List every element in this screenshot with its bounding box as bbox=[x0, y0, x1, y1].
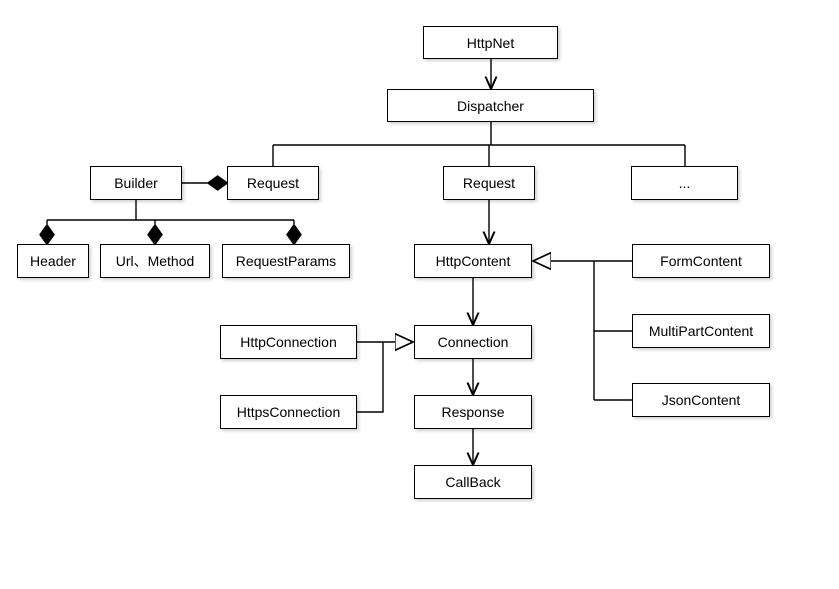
node-label: Request bbox=[247, 175, 299, 191]
node-httpconnection: HttpConnection bbox=[220, 325, 357, 359]
node-label: CallBack bbox=[445, 474, 500, 490]
node-label: FormContent bbox=[660, 253, 742, 269]
node-label: HttpNet bbox=[467, 35, 514, 51]
node-label: JsonContent bbox=[662, 392, 741, 408]
node-formcontent: FormContent bbox=[632, 244, 770, 278]
node-label: Request bbox=[463, 175, 515, 191]
node-label: Response bbox=[441, 404, 504, 420]
node-connection: Connection bbox=[414, 325, 532, 359]
node-label: HttpContent bbox=[436, 253, 511, 269]
node-dispatcher: Dispatcher bbox=[387, 89, 594, 122]
node-label: Url、Method bbox=[116, 251, 195, 271]
node-label: HttpConnection bbox=[240, 334, 337, 350]
node-requestparams: RequestParams bbox=[222, 244, 350, 278]
node-request-1: Request bbox=[227, 166, 319, 200]
node-response: Response bbox=[414, 395, 532, 429]
node-builder: Builder bbox=[90, 166, 182, 200]
node-label: MultiPartContent bbox=[649, 323, 753, 339]
node-label: Header bbox=[30, 253, 76, 269]
node-label: ... bbox=[679, 175, 691, 191]
node-httpnet: HttpNet bbox=[423, 26, 558, 59]
node-label: HttpsConnection bbox=[237, 404, 341, 420]
node-label: Builder bbox=[114, 175, 158, 191]
edge-httpsconnection-connection bbox=[357, 342, 383, 412]
node-request-2: Request bbox=[443, 166, 535, 200]
node-label: Dispatcher bbox=[457, 98, 524, 114]
node-httpcontent: HttpContent bbox=[414, 244, 532, 278]
node-label: RequestParams bbox=[236, 253, 336, 269]
node-callback: CallBack bbox=[414, 465, 532, 499]
node-multipartcontent: MultiPartContent bbox=[632, 314, 770, 348]
node-url-method: Url、Method bbox=[100, 244, 210, 278]
node-jsoncontent: JsonContent bbox=[632, 383, 770, 417]
node-httpsconnection: HttpsConnection bbox=[220, 395, 357, 429]
node-header: Header bbox=[17, 244, 89, 278]
node-ellipsis: ... bbox=[631, 166, 738, 200]
node-label: Connection bbox=[438, 334, 509, 350]
